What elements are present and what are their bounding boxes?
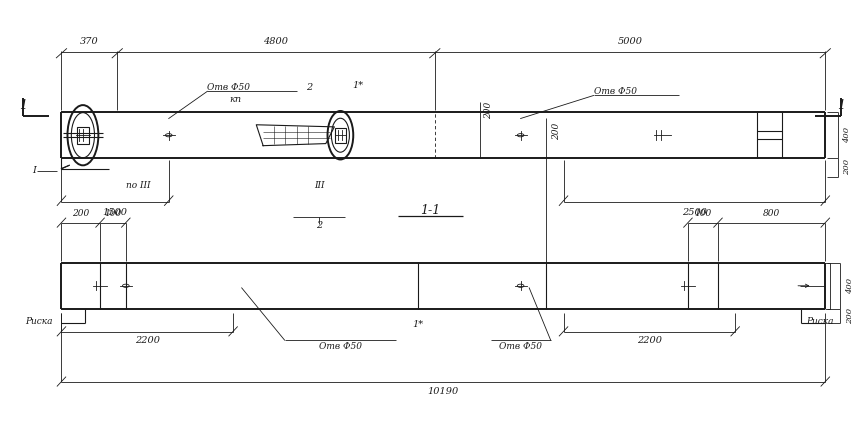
Text: 4800: 4800 bbox=[263, 37, 288, 45]
Text: 2: 2 bbox=[306, 83, 313, 92]
Text: 100: 100 bbox=[104, 209, 121, 218]
Text: 1: 1 bbox=[837, 99, 845, 112]
Text: 200: 200 bbox=[846, 308, 854, 324]
Text: 2200: 2200 bbox=[637, 336, 662, 345]
Text: Отв Ф50: Отв Ф50 bbox=[319, 342, 362, 351]
Bar bbox=[77, 127, 89, 144]
Text: 400: 400 bbox=[843, 127, 851, 143]
Text: 400: 400 bbox=[846, 278, 854, 294]
Text: 1: 1 bbox=[19, 99, 27, 112]
Text: 800: 800 bbox=[763, 209, 780, 218]
Text: 370: 370 bbox=[80, 37, 99, 45]
Text: по III: по III bbox=[127, 181, 151, 190]
Text: 200: 200 bbox=[72, 209, 90, 218]
Text: 200: 200 bbox=[552, 123, 561, 140]
Text: кп: кп bbox=[229, 95, 241, 104]
Text: 200: 200 bbox=[485, 101, 493, 119]
Text: Риска: Риска bbox=[26, 317, 53, 326]
Text: 1500: 1500 bbox=[102, 208, 127, 217]
Text: Отв Ф50: Отв Ф50 bbox=[593, 87, 636, 96]
Bar bbox=[335, 128, 345, 143]
Text: 1*: 1* bbox=[412, 320, 424, 329]
Text: 200: 200 bbox=[843, 160, 851, 176]
Text: 2500: 2500 bbox=[682, 208, 707, 217]
Text: I: I bbox=[32, 166, 36, 175]
Text: Отв Ф50: Отв Ф50 bbox=[208, 83, 251, 92]
Text: 2: 2 bbox=[316, 221, 322, 229]
Text: Риска: Риска bbox=[807, 317, 833, 326]
Text: 1-1: 1-1 bbox=[420, 204, 441, 217]
Text: III: III bbox=[313, 181, 325, 190]
Text: 1*: 1* bbox=[352, 80, 363, 90]
Text: 10190: 10190 bbox=[428, 386, 459, 396]
Text: 5000: 5000 bbox=[617, 37, 642, 45]
Text: Отв Ф50: Отв Ф50 bbox=[499, 342, 542, 351]
Text: 2200: 2200 bbox=[135, 336, 160, 345]
Text: 100: 100 bbox=[694, 209, 711, 218]
